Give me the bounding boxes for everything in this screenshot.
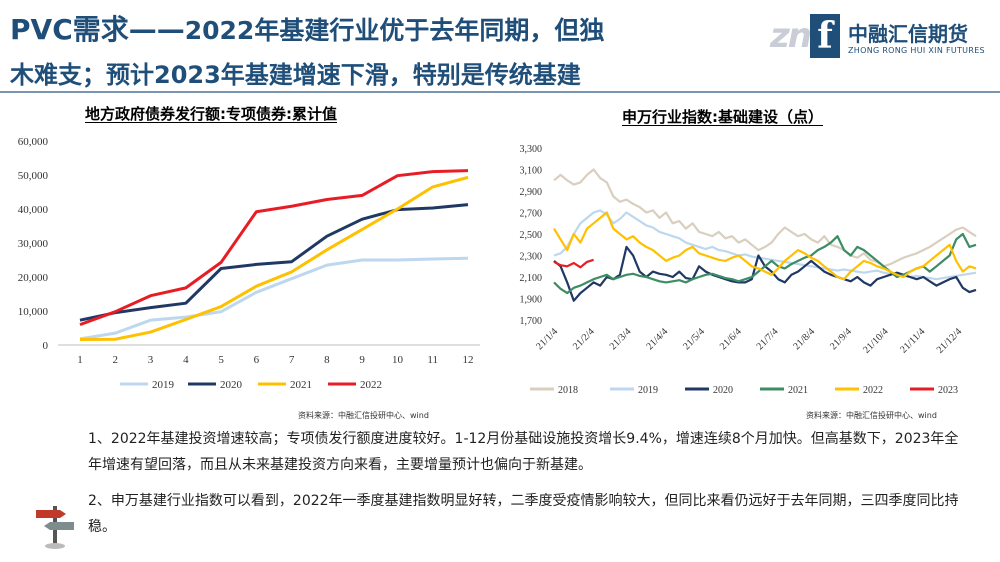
- legend-label-2021: 2021: [788, 385, 808, 396]
- x-tick-label: 21/6/4: [718, 326, 744, 352]
- logo-f-mark: f: [810, 14, 840, 58]
- x-tick-label: 9: [359, 354, 365, 366]
- series-line-2022: [79, 169, 469, 327]
- x-tick-label: 6: [254, 354, 260, 366]
- series-line-2023: [553, 258, 594, 269]
- x-tick-label: 11: [427, 354, 438, 366]
- legend-label-2023: 2023: [938, 385, 958, 396]
- legend-label-2019: 2019: [638, 385, 658, 396]
- y-tick-label: 30,000: [18, 238, 49, 250]
- x-tick-label: 21/4/4: [644, 326, 670, 352]
- y-tick-label: 2,100: [520, 273, 543, 284]
- legend-label-2022: 2022: [360, 379, 382, 391]
- legend-label-2018: 2018: [558, 385, 578, 396]
- y-tick-label: 0: [43, 340, 49, 352]
- x-tick-label: 21/5/4: [681, 326, 707, 352]
- series-line-2019: [553, 209, 977, 281]
- slide-title-line1: PVC需求——2022年基建行业优于去年同期，但独: [10, 8, 604, 48]
- legend-label-2020: 2020: [713, 385, 733, 396]
- note-paragraph-2: 2、申万基建行业指数可以看到，2022年一季度基建指数明显好转，二季度受疫情影响…: [88, 493, 959, 535]
- logo-zn-mark: zn: [770, 16, 812, 56]
- x-tick-label: 21/9/4: [828, 326, 854, 352]
- y-tick-label: 60,000: [18, 136, 49, 148]
- series-line-2018: [553, 168, 977, 268]
- x-tick-label: 3: [148, 354, 154, 366]
- header-divider: [0, 91, 1000, 93]
- y-tick-label: 1,700: [520, 316, 543, 327]
- x-tick-label: 10: [392, 354, 404, 366]
- x-tick-label: 21/3/4: [608, 326, 634, 352]
- y-tick-label: 20,000: [18, 272, 49, 284]
- y-tick-label: 2,300: [520, 252, 543, 263]
- x-tick-label: 12: [463, 354, 474, 366]
- slide-header: PVC需求——2022年基建行业优于去年同期，但独 木难支；预计2023年基建增…: [0, 0, 1000, 93]
- legend-label-2022: 2022: [863, 385, 883, 396]
- logo-text-en: ZHONG RONG HUI XIN FUTURES: [848, 46, 985, 55]
- x-tick-label: 21/1/4: [534, 326, 560, 352]
- legend-label-2021: 2021: [290, 379, 312, 391]
- y-tick-label: 3,100: [520, 166, 543, 177]
- series-line-2021: [553, 232, 977, 295]
- right-chart-title: 申万行业指数:基础建设（点）: [622, 108, 823, 126]
- y-tick-label: 10,000: [18, 306, 49, 318]
- y-tick-label: 50,000: [18, 170, 49, 182]
- slide-title-prefix: PVC需求——: [10, 13, 185, 46]
- y-tick-label: 2,900: [520, 187, 543, 198]
- legend-label-2020: 2020: [220, 379, 243, 391]
- x-tick-label: 7: [289, 354, 295, 366]
- signpost-icon: [36, 506, 74, 549]
- x-tick-label: 5: [218, 354, 224, 366]
- y-tick-label: 2,700: [520, 209, 543, 220]
- slide-title-line2: 木难支；预计2023年基建增速下滑，特别是传统基建: [10, 61, 581, 89]
- x-tick-label: 21/12/4: [935, 326, 964, 355]
- y-tick-label: 40,000: [18, 204, 49, 216]
- company-logo: zn f 中融汇信期货 ZHONG RONG HUI XIN FUTURES: [770, 14, 995, 64]
- infrastructure-index-chart: 1,700 1,900 2,100 2,300 2,500 2,700 2,900 3,100…: [520, 144, 977, 396]
- x-tick-label: 8: [324, 354, 330, 366]
- slide-title-rest: 2022年基建行业优于去年同期，但独: [184, 16, 605, 45]
- x-tick-label: 21/8/4: [791, 326, 817, 352]
- series-line-2020: [79, 203, 469, 322]
- series-line-2021: [79, 175, 469, 342]
- series-line-2019: [79, 256, 469, 341]
- right-chart-source: 资料来源：中融汇信投研中心、wind: [806, 411, 937, 420]
- x-tick-label: 21/11/4: [898, 326, 927, 355]
- left-chart-source: 资料来源：中融汇信投研中心、wind: [298, 411, 429, 420]
- x-tick-label: 21/7/4: [755, 326, 781, 352]
- x-tick-label: 21/2/4: [571, 326, 597, 352]
- logo-text-cn: 中融汇信期货: [848, 22, 968, 46]
- left-chart-title: 地方政府债券发行额:专项债券:累计值: [85, 105, 337, 123]
- x-tick-label: 1: [77, 354, 83, 366]
- note-paragraph-1: 1、2022年基建投资增速较高；专项债发行额度进度较好。1-12月份基础设施投资…: [88, 431, 959, 473]
- x-tick-label: 4: [183, 354, 189, 366]
- x-tick-label: 21/10/4: [861, 326, 890, 355]
- series-line-2022: [553, 211, 977, 281]
- y-tick-label: 2,500: [520, 230, 543, 241]
- legend-label-2019: 2019: [152, 379, 175, 391]
- y-tick-label: 1,900: [520, 295, 543, 306]
- y-tick-label: 3,300: [520, 144, 543, 155]
- x-tick-label: 2: [113, 354, 119, 366]
